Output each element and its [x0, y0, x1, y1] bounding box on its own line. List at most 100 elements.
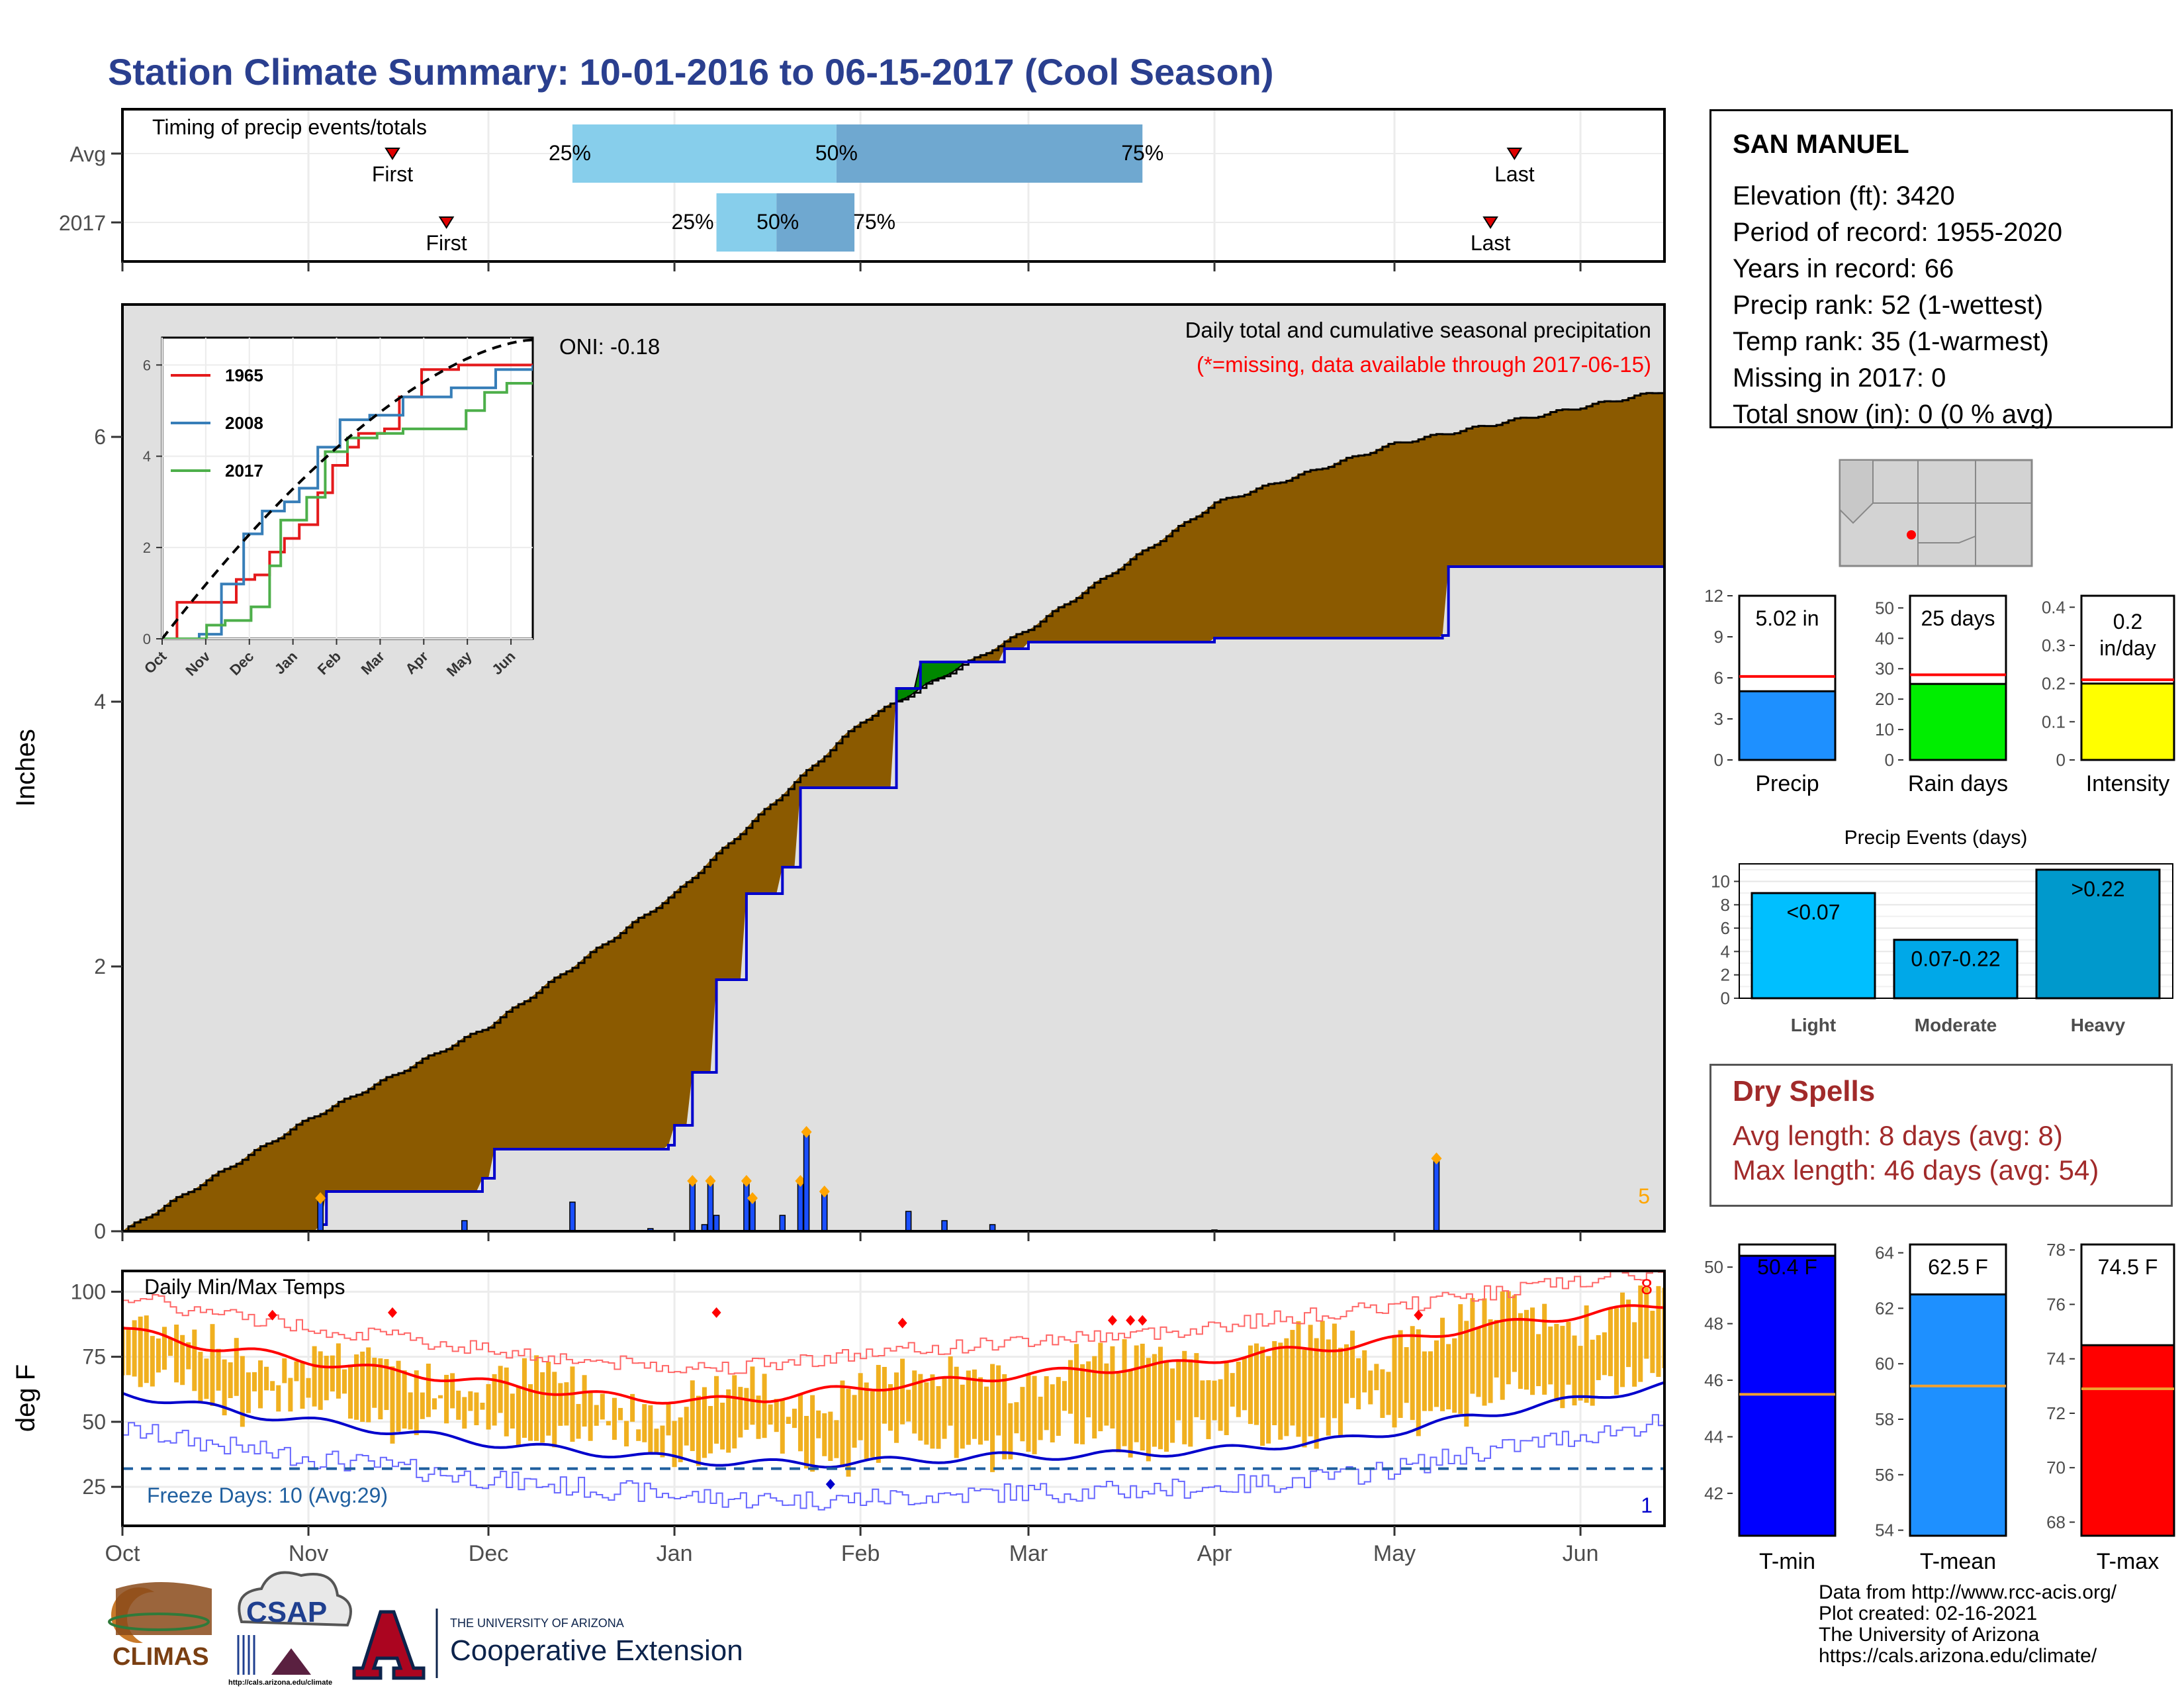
events-category-label: Heavy: [2071, 1015, 2126, 1035]
month-tick-label: Jan: [657, 1541, 693, 1566]
small-y-tick-label: 6: [1714, 668, 1723, 688]
freeze-days-label: Freeze Days: 10 (Avg:29): [147, 1483, 388, 1507]
daily-temp-range-bar: [576, 1403, 581, 1439]
small-value-label: 0.2: [2113, 610, 2142, 633]
daily-temp-range-bar: [822, 1413, 827, 1456]
daily-temp-range-bar: [1110, 1346, 1115, 1429]
timing-p25-label: 25%: [549, 141, 591, 165]
daily-temp-range-bar: [786, 1417, 791, 1424]
small-value-label: 25 days: [1921, 606, 1995, 630]
daily-temp-range-bar: [1476, 1327, 1481, 1397]
station-marker: [1907, 530, 1916, 539]
events-bar: [2035, 868, 2161, 1000]
events-category-label: Moderate: [1915, 1015, 1997, 1035]
daily-temp-range-bar: [186, 1342, 191, 1370]
daily-temp-range-bar: [1638, 1285, 1643, 1382]
daily-temp-range-bar: [264, 1366, 269, 1391]
daily-temp-range-bar: [161, 1327, 167, 1370]
daily-temp-range-bar: [1284, 1338, 1289, 1436]
temp-y-tick-label: 75: [82, 1345, 106, 1369]
daily-temp-range-bar: [216, 1348, 221, 1391]
daily-temp-range-bar: [738, 1387, 743, 1438]
events-bar-label: 0.07-0.22: [1911, 947, 2000, 971]
daily-temp-range-bar: [1614, 1308, 1619, 1395]
small-y-tick-label: 0.2: [2042, 674, 2066, 694]
daily-temp-range-bar: [1542, 1303, 1547, 1395]
record-high-marker: [267, 1309, 277, 1321]
small-y-tick-label: 50: [1704, 1257, 1723, 1277]
inset-y-tick-label: 2: [143, 539, 151, 556]
daily-temp-range-bar: [156, 1338, 161, 1373]
cold-days-count: 1: [1641, 1493, 1653, 1517]
daily-temp-range-bar: [684, 1407, 689, 1446]
small-y-tick-label: 74: [2046, 1349, 2066, 1369]
daily-temp-range-bar: [828, 1411, 833, 1461]
daily-temp-range-bar: [1212, 1380, 1217, 1421]
small-value-bar: [1909, 682, 2007, 761]
small-y-tick-label: 0: [2056, 750, 2066, 770]
big-event-marker: [687, 1175, 698, 1187]
daily-temp-range-bar: [1458, 1304, 1463, 1414]
precip-events-chart: Precip Events (days) 0 2 4 6 8 10 <0.07 Light 0.…: [1711, 827, 2173, 1035]
daily-temp-range-bar: [1224, 1361, 1229, 1436]
month-tick-label: Feb: [841, 1541, 880, 1566]
daily-temp-range-bar: [366, 1347, 371, 1423]
daily-temp-range-bar: [768, 1404, 773, 1425]
inset-average-line: [162, 338, 533, 639]
daily-temp-range-bar: [1386, 1372, 1391, 1415]
daily-temp-range-bar: [486, 1383, 491, 1430]
events-bar-label: <0.07: [1787, 900, 1841, 924]
dry-spells-title: Dry Spells: [1733, 1075, 1876, 1107]
daily-temp-range-bar: [1433, 1340, 1439, 1407]
daily-temp-range-bar: [336, 1343, 341, 1399]
daily-temp-range-bar: [876, 1364, 881, 1463]
daily-precip-bar: [989, 1224, 996, 1231]
daily-temp-range-bar: [462, 1397, 467, 1429]
temp-mean-chart: 54 56 58 60 62 64 62.5 F T-mean: [1875, 1243, 2007, 1574]
daily-temp-range-bar: [978, 1377, 983, 1445]
daily-temp-range-bar: [1092, 1356, 1097, 1439]
daily-temp-range-bar: [480, 1403, 485, 1410]
first-event-label: First: [426, 231, 467, 255]
small-y-tick-label: 58: [1875, 1409, 1894, 1429]
timing-p50-label: 50%: [756, 210, 799, 234]
record-low-marker: [825, 1479, 835, 1490]
daily-temp-range-bar: [660, 1425, 665, 1458]
precip-caption: Daily total and cumulative seasonal prec…: [1185, 318, 1651, 342]
small-y-tick-label: 64: [1875, 1243, 1894, 1263]
daily-temp-range-bar: [1410, 1326, 1415, 1421]
daily-temp-range-bar: [642, 1404, 647, 1442]
daily-temp-range-bar: [834, 1420, 839, 1458]
daily-temp-range-bar: [846, 1389, 851, 1477]
station-name: SAN MANUEL: [1733, 130, 1909, 159]
inset-grid: [161, 338, 533, 639]
small-category-label: T-min: [1759, 1549, 1815, 1574]
daily-temp-range-bar: [882, 1366, 887, 1424]
events-y-tick-label: 6: [1721, 918, 1730, 938]
daily-temp-range-bar: [192, 1329, 197, 1391]
daily-temp-range-bar: [1440, 1317, 1445, 1411]
precip-y-tick-label: 2: [94, 955, 106, 978]
credit-line-url: https://cals.arizona.edu/climate/: [1819, 1645, 2097, 1667]
daily-temp-range-bar: [588, 1392, 593, 1441]
precip-y-label: Inches: [11, 729, 40, 807]
events-bars: 0 2 4 6 8 10 <0.07 Light 0.07-0.22 Moderate >0.22 H…: [1711, 863, 2173, 1035]
daily-temp-range-bar: [774, 1399, 779, 1432]
small-y-tick-label: 40: [1875, 628, 1894, 648]
daily-temp-range-bar: [804, 1415, 809, 1469]
daily-temp-range-bar: [492, 1374, 497, 1426]
rain-days-chart: 0 10 20 30 40 50 25 days Rain days: [1875, 594, 2008, 796]
big-event-marker: [1431, 1152, 1442, 1164]
daily-temp-range-bar: [858, 1373, 863, 1440]
daily-temp-range-bar: [1566, 1321, 1571, 1385]
timing-bar-25-50: [572, 124, 837, 183]
temp-bars: [122, 1285, 1664, 1477]
small-category-label: Intensity: [2086, 771, 2170, 796]
precip-x-ticks: [121, 1231, 1582, 1241]
daily-temp-range-bar: [1578, 1346, 1583, 1401]
small-value-bar: [1909, 1293, 2007, 1537]
daily-temp-range-bar: [444, 1374, 449, 1424]
daily-temp-range-bar: [1302, 1349, 1307, 1448]
